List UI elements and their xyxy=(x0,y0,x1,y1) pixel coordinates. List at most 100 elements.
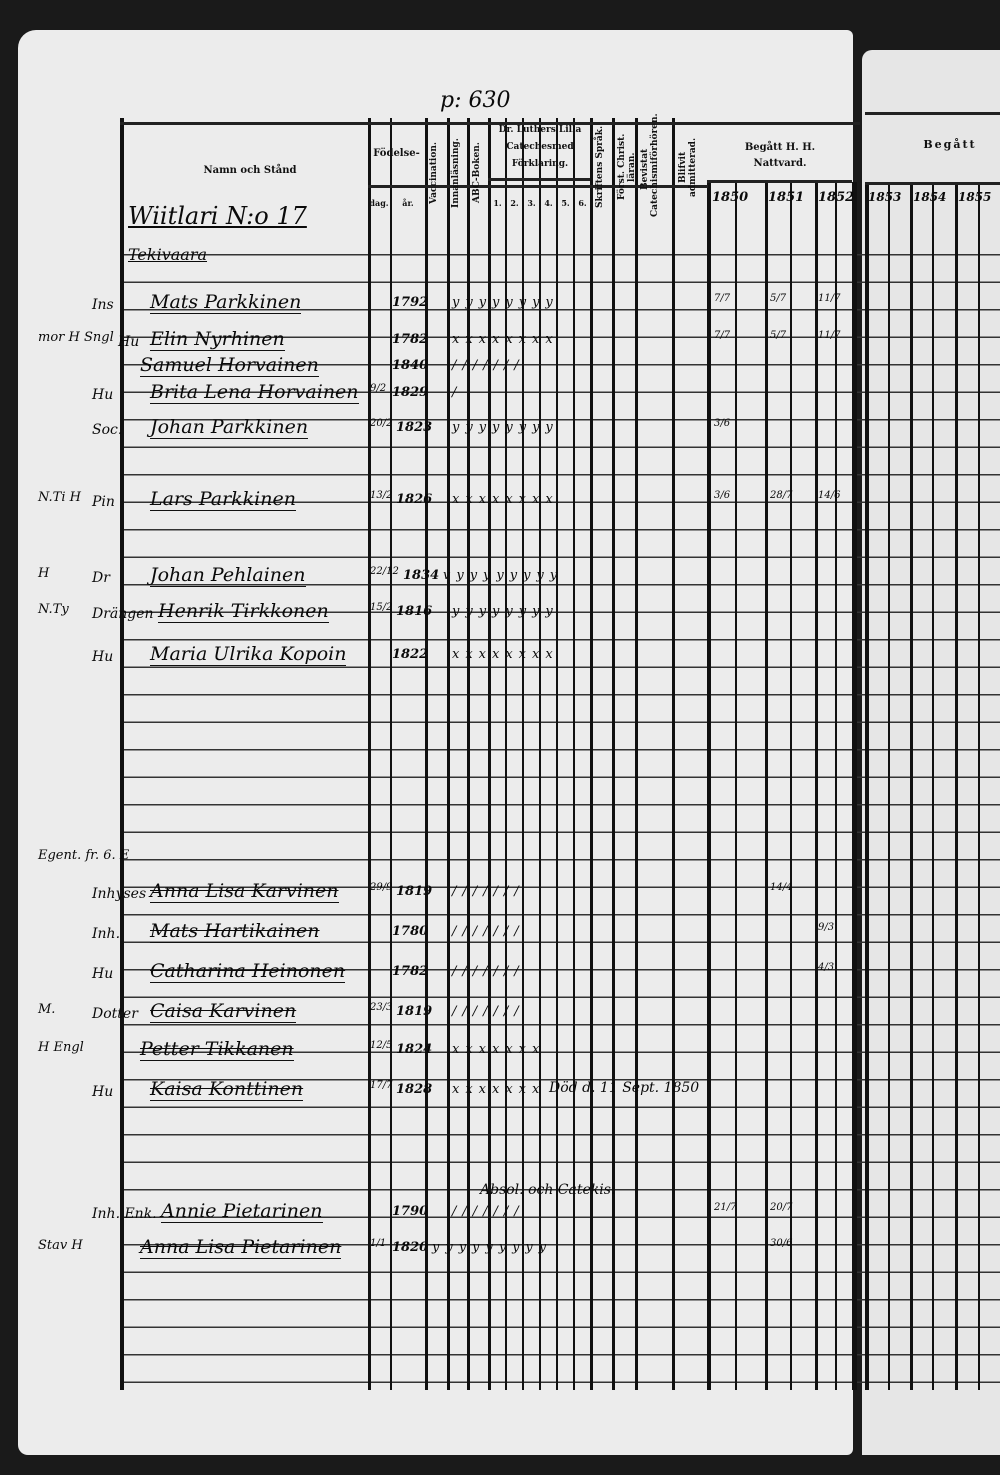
communion-date: 5/7 xyxy=(770,293,787,304)
column-rule xyxy=(815,182,818,1390)
header-rule xyxy=(488,178,590,181)
column-rule xyxy=(765,182,768,1390)
column-rule xyxy=(505,118,507,1390)
column-rule xyxy=(612,118,615,1390)
birth-day: 23/3 xyxy=(370,1002,393,1013)
column-rule xyxy=(932,182,934,1390)
birth-year: 1822 xyxy=(392,647,429,662)
birth-day: 22/12 xyxy=(370,566,399,577)
person-name: Johan Parkkinen xyxy=(150,416,309,439)
header-right-communion: Begått xyxy=(923,138,977,151)
column-rule xyxy=(978,182,980,1390)
column-rule xyxy=(707,182,711,1390)
person-name: Petter Tikkanen xyxy=(140,1038,294,1061)
knowledge-marks: /////// xyxy=(452,358,525,373)
column-rule xyxy=(556,118,558,1390)
catechism-part-label: 6. xyxy=(578,198,587,208)
birth-day: 1/1 xyxy=(370,1238,387,1249)
knowledge-marks: yyyyyyyy xyxy=(452,604,559,619)
communion-date: 4/3 xyxy=(818,962,835,973)
birth-year: 1782 xyxy=(392,332,429,347)
communion-date: 20/7 xyxy=(770,1202,793,1213)
margin-note: M. xyxy=(38,1002,56,1017)
communion-date: 11/7 xyxy=(818,330,841,341)
knowledge-marks: xxxxxxx xyxy=(452,1042,546,1057)
birth-year: 1840 xyxy=(392,358,429,373)
status-title: Inh. xyxy=(92,926,121,942)
birth-year: 1834 xyxy=(403,568,440,583)
status-title: Hu xyxy=(92,387,114,403)
birth-year: 1792 xyxy=(392,295,429,310)
knowledge-marks: xxxxxxxx xyxy=(452,647,559,662)
header-rule xyxy=(120,122,860,125)
header-rule xyxy=(368,185,708,188)
communion-year-right: 1853 xyxy=(868,190,902,204)
communion-date: 9/3 xyxy=(818,922,835,933)
column-rule xyxy=(735,182,737,1390)
communion-date: 30/6 xyxy=(770,1238,793,1249)
birth-year: 1826 xyxy=(396,492,433,507)
header-name-column: Namn och Stånd xyxy=(203,165,297,176)
birth-year: 1823 xyxy=(396,420,433,435)
birth-day: 17/7 xyxy=(370,1080,393,1091)
margin-note: mor H Sngl xyxy=(38,330,114,345)
communion-date: 21/7 xyxy=(714,1202,737,1213)
knowledge-marks: / xyxy=(452,385,463,400)
household-title: Wiitlari N:o 17 xyxy=(128,202,307,230)
birth-year: 1824 xyxy=(396,1042,433,1057)
column-rule xyxy=(852,182,857,1390)
status-title: Inh. Enk. xyxy=(92,1206,157,1222)
column-rule xyxy=(368,118,371,1390)
knowledge-marks: /////// xyxy=(452,924,525,939)
knowledge-marks: /////// xyxy=(452,964,525,979)
margin-note: Egent. fr. 6. E xyxy=(38,848,130,863)
header-admitted: Blifvit admitterad. xyxy=(678,137,698,197)
birth-year: 1829 xyxy=(392,385,429,400)
birth-day: 13/2 xyxy=(370,490,393,501)
birth-day: 20/2 xyxy=(370,418,393,429)
status-title: Hu xyxy=(92,966,114,982)
status-title: Drängen xyxy=(92,606,154,622)
catechism-part-label: 1. xyxy=(493,198,502,208)
knowledge-marks: xxxxxxx xyxy=(452,1082,546,1097)
column-rule xyxy=(955,182,958,1390)
catechism-part-label: 4. xyxy=(544,198,553,208)
catechism-part-label: 3. xyxy=(527,198,536,208)
catechism-part-label: 5. xyxy=(561,198,570,208)
header-hearings: Bevistat Catechismiförhören. xyxy=(640,113,660,217)
person-name: Maria Ulrika Kopoin xyxy=(150,643,347,666)
person-name: Kaisa Konttinen xyxy=(150,1078,304,1101)
communion-date: 5/7 xyxy=(770,330,787,341)
header-reading: Innanläsning. xyxy=(451,138,461,208)
header-communion: Begått H. H. Nattvard. xyxy=(744,142,816,169)
knowledge-marks: yyyyyyyy xyxy=(452,295,559,310)
person-name: Mats Hartikainen xyxy=(150,920,320,943)
column-rule xyxy=(910,182,913,1390)
column-rule xyxy=(539,118,541,1390)
person-name: Anna Lisa Karvinen xyxy=(150,880,339,903)
knowledge-marks: yyyyyyyyy xyxy=(432,1240,553,1255)
household-subtitle: Tekivaara xyxy=(128,245,208,264)
column-rule xyxy=(120,118,124,1390)
person-name: Henrik Tirkkonen xyxy=(158,600,329,623)
margin-note: Stav H xyxy=(38,1238,83,1253)
communion-date: 14/4 xyxy=(770,882,793,893)
communion-date: 7/7 xyxy=(714,330,731,341)
communion-year: 1852 xyxy=(818,190,855,205)
knowledge-marks: /////// xyxy=(452,1204,525,1219)
status-title: Dr xyxy=(92,570,110,586)
header-rule xyxy=(707,180,852,183)
communion-date: 11/7 xyxy=(818,293,841,304)
catechism-part-label: 2. xyxy=(510,198,519,208)
margin-note: N.Ti H xyxy=(38,490,81,505)
birth-day: 9/2 xyxy=(370,383,387,394)
status-title: Soc. xyxy=(92,422,123,438)
birth-year: 1782 xyxy=(392,964,429,979)
communion-year-right: 1855 xyxy=(958,190,992,204)
communion-year: 1851 xyxy=(768,190,805,205)
person-name: Elin Nyrhinen xyxy=(150,328,285,351)
margin-note: H Engl xyxy=(38,1040,84,1055)
birth-year: 1790 xyxy=(392,1204,429,1219)
column-rule xyxy=(865,182,869,1390)
birth-year: 1819 xyxy=(396,1004,433,1019)
